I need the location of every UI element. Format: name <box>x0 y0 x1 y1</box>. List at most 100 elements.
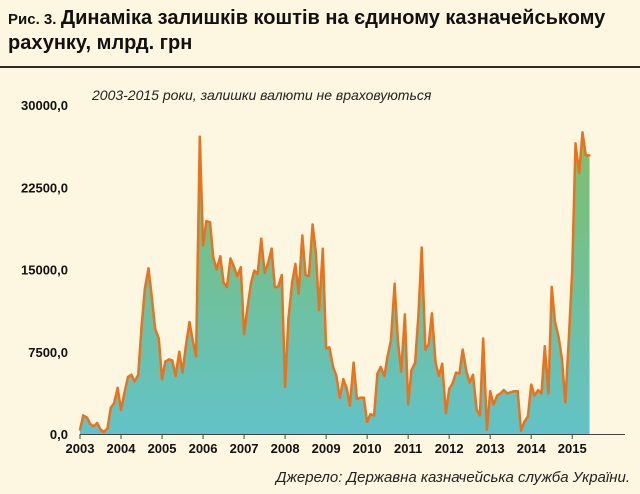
data-point <box>324 347 328 350</box>
x-tick-label: 2014 <box>517 441 547 456</box>
data-point <box>222 281 225 284</box>
data-point <box>461 348 464 351</box>
data-point <box>208 221 212 224</box>
data-point <box>424 348 427 351</box>
data-point <box>547 392 550 395</box>
data-point <box>307 274 311 278</box>
data-point <box>188 320 191 324</box>
data-point <box>413 361 417 364</box>
data-point <box>376 372 379 375</box>
x-tick-label: 2003 <box>66 441 95 456</box>
data-point <box>82 414 85 417</box>
data-point <box>420 246 423 249</box>
data-point <box>352 361 355 364</box>
data-point <box>379 365 382 369</box>
data-point <box>317 308 321 312</box>
data-point <box>235 274 239 278</box>
data-point <box>205 220 208 223</box>
y-tick-label: 7500,0 <box>28 345 68 360</box>
data-point <box>475 408 478 412</box>
data-point <box>578 171 581 175</box>
data-point <box>581 131 584 134</box>
data-point <box>153 327 157 330</box>
y-tick-label: 15000,0 <box>21 263 68 278</box>
data-point <box>345 386 348 390</box>
x-tick-label: 2009 <box>312 441 341 456</box>
data-point <box>311 223 314 226</box>
x-tick-label: 2006 <box>189 441 218 456</box>
data-point <box>519 429 523 432</box>
data-point <box>458 372 461 375</box>
data-point <box>540 392 543 395</box>
x-tick-label: 2010 <box>353 441 382 456</box>
data-point <box>157 337 160 340</box>
data-point <box>225 285 229 289</box>
figure-number: Рис. 3. <box>8 11 57 28</box>
x-axis: 2003 2004 2005 2006 2007 2008 2009 2010 2011 2012… <box>66 434 625 456</box>
data-point <box>372 414 376 417</box>
data-point <box>276 285 280 289</box>
data-point <box>78 428 82 431</box>
data-point <box>150 295 153 299</box>
data-point <box>557 336 560 339</box>
x-tick-label: 2011 <box>394 441 422 456</box>
data-point <box>99 428 102 431</box>
data-point <box>553 320 557 324</box>
data-point <box>160 378 164 381</box>
data-point <box>232 265 235 268</box>
data-point <box>109 406 113 409</box>
title-divider <box>0 66 640 68</box>
data-point <box>533 394 536 397</box>
data-point <box>516 390 519 393</box>
x-tick-label: 2007 <box>230 441 259 456</box>
data-point <box>137 373 140 376</box>
series-area <box>80 132 590 434</box>
data-point <box>256 272 259 276</box>
data-point <box>266 262 270 266</box>
x-tick-label: 2015 <box>558 441 587 456</box>
data-point <box>338 396 341 399</box>
data-point <box>297 292 300 295</box>
data-point <box>96 421 99 425</box>
data-point <box>249 281 253 284</box>
x-tick-label: 2008 <box>271 441 300 456</box>
data-point <box>588 154 591 157</box>
data-point <box>280 273 283 277</box>
data-point <box>393 282 396 285</box>
data-point <box>270 247 273 250</box>
data-point <box>465 370 468 373</box>
data-point <box>171 359 174 362</box>
y-tick-label: 0,0 <box>50 427 68 442</box>
data-point <box>492 403 495 406</box>
data-point <box>509 391 512 394</box>
data-point <box>215 268 218 271</box>
data-point <box>126 375 130 379</box>
data-point <box>537 388 540 392</box>
data-point <box>444 412 448 415</box>
data-point <box>123 392 126 395</box>
data-point <box>191 339 194 342</box>
chart-subtitle: 2003-2015 роки, залишки валюти не врахов… <box>92 87 432 103</box>
data-point <box>359 396 362 399</box>
data-point <box>328 346 331 349</box>
data-point <box>253 269 256 272</box>
data-point <box>437 374 441 378</box>
data-point <box>147 267 150 270</box>
chart-title: Динаміка залишків коштів на єдиному казн… <box>8 7 606 54</box>
data-point <box>454 371 458 374</box>
data-point <box>386 354 389 358</box>
data-point <box>116 386 119 390</box>
x-tick-label: 2004 <box>107 441 137 456</box>
data-point <box>201 244 205 247</box>
data-point <box>396 339 400 342</box>
data-point <box>304 273 307 277</box>
data-point <box>290 281 294 284</box>
data-point <box>478 414 482 417</box>
data-point <box>174 374 177 378</box>
data-point <box>448 387 451 391</box>
data-point <box>119 408 123 412</box>
data-point <box>301 234 304 237</box>
data-point <box>167 358 171 361</box>
data-point <box>130 373 133 376</box>
data-point <box>273 285 276 289</box>
